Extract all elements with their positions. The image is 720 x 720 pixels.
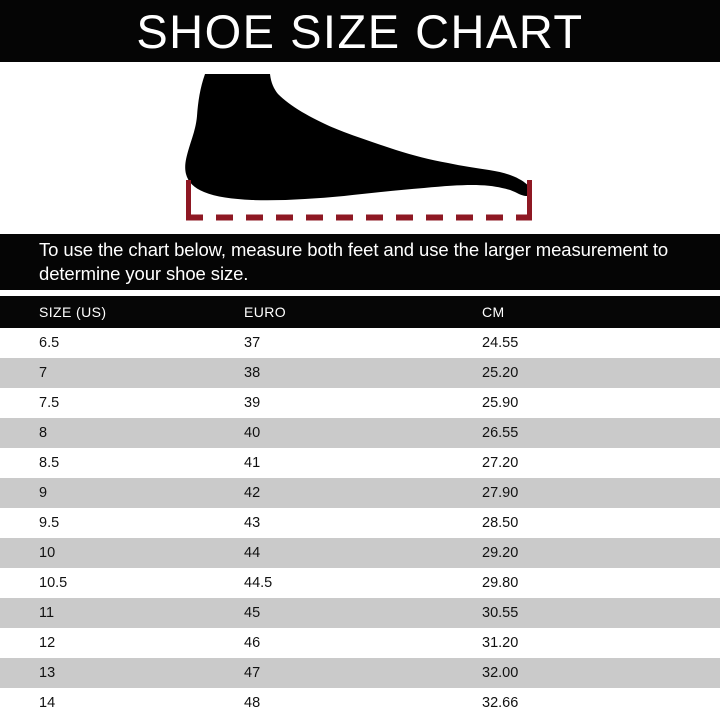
cell-size: 14 <box>39 695 56 711</box>
table-row: 13 47 32.00 <box>0 658 720 688</box>
cell-size: 11 <box>39 605 55 621</box>
table-row: 8 40 26.55 <box>0 418 720 448</box>
table-row: 7.5 39 25.90 <box>0 388 720 418</box>
table-header-row: SIZE (US) EURO CM <box>0 296 720 328</box>
cell-euro: 40 <box>244 425 261 441</box>
cell-cm: 24.55 <box>482 335 519 351</box>
page-title: SHOE SIZE CHART <box>136 4 584 58</box>
foot-illustration-panel <box>0 62 720 234</box>
cell-cm: 25.20 <box>482 365 519 381</box>
measure-left-cap <box>186 180 191 220</box>
cell-cm: 27.20 <box>482 455 519 471</box>
cell-size: 13 <box>39 665 56 681</box>
cell-size: 8.5 <box>39 455 60 471</box>
cell-euro: 37 <box>244 335 261 351</box>
table-row: 10 44 29.20 <box>0 538 720 568</box>
cell-cm: 26.55 <box>482 425 519 441</box>
cell-cm: 27.90 <box>482 485 519 501</box>
cell-euro: 43 <box>244 515 261 531</box>
table-row: 10.5 44.5 29.80 <box>0 568 720 598</box>
table-row: 12 46 31.20 <box>0 628 720 658</box>
cell-size: 12 <box>39 635 56 651</box>
cell-size: 9 <box>39 485 48 501</box>
cell-euro: 44.5 <box>244 575 273 591</box>
cell-cm: 32.00 <box>482 665 519 681</box>
cell-euro: 44 <box>244 545 261 561</box>
cell-cm: 29.20 <box>482 545 519 561</box>
table-row: 9 42 27.90 <box>0 478 720 508</box>
cell-cm: 29.80 <box>482 575 519 591</box>
table-row: 7 38 25.20 <box>0 358 720 388</box>
cell-size: 10.5 <box>39 575 68 591</box>
cell-cm: 30.55 <box>482 605 519 621</box>
cell-cm: 25.90 <box>482 395 519 411</box>
cell-size: 8 <box>39 425 48 441</box>
cell-euro: 48 <box>244 695 261 711</box>
cell-euro: 39 <box>244 395 261 411</box>
table-row: 9.5 43 28.50 <box>0 508 720 538</box>
size-table: SIZE (US) EURO CM 6.5 37 24.55 7 38 25.20 7.5 3… <box>0 296 720 718</box>
cell-euro: 41 <box>244 455 261 471</box>
table-row: 6.5 37 24.55 <box>0 328 720 358</box>
foot-silhouette-icon <box>185 74 532 221</box>
cell-euro: 47 <box>244 665 261 681</box>
cell-euro: 38 <box>244 365 261 381</box>
cell-size: 7 <box>39 365 48 381</box>
instruction-text: To use the chart below, measure both fee… <box>39 239 669 284</box>
column-header-cm: CM <box>482 304 505 320</box>
column-header-euro: EURO <box>244 304 287 320</box>
cell-cm: 31.20 <box>482 635 519 651</box>
table-body: 6.5 37 24.55 7 38 25.20 7.5 39 25.90 8 40 26.55 8.5 4… <box>0 328 720 718</box>
cell-size: 10 <box>39 545 56 561</box>
cell-size: 7.5 <box>39 395 60 411</box>
table-row: 8.5 41 27.20 <box>0 448 720 478</box>
measure-right-cap <box>527 180 532 220</box>
cell-cm: 32.66 <box>482 695 519 711</box>
title-banner: SHOE SIZE CHART <box>0 0 720 62</box>
column-header-size: SIZE (US) <box>39 304 107 320</box>
cell-euro: 46 <box>244 635 261 651</box>
cell-size: 9.5 <box>39 515 60 531</box>
cell-euro: 45 <box>244 605 261 621</box>
table-row: 11 45 30.55 <box>0 598 720 628</box>
cell-euro: 42 <box>244 485 261 501</box>
cell-size: 6.5 <box>39 335 60 351</box>
table-row: 14 48 32.66 <box>0 688 720 718</box>
cell-cm: 28.50 <box>482 515 519 531</box>
instruction-banner: To use the chart below, measure both fee… <box>0 234 720 290</box>
